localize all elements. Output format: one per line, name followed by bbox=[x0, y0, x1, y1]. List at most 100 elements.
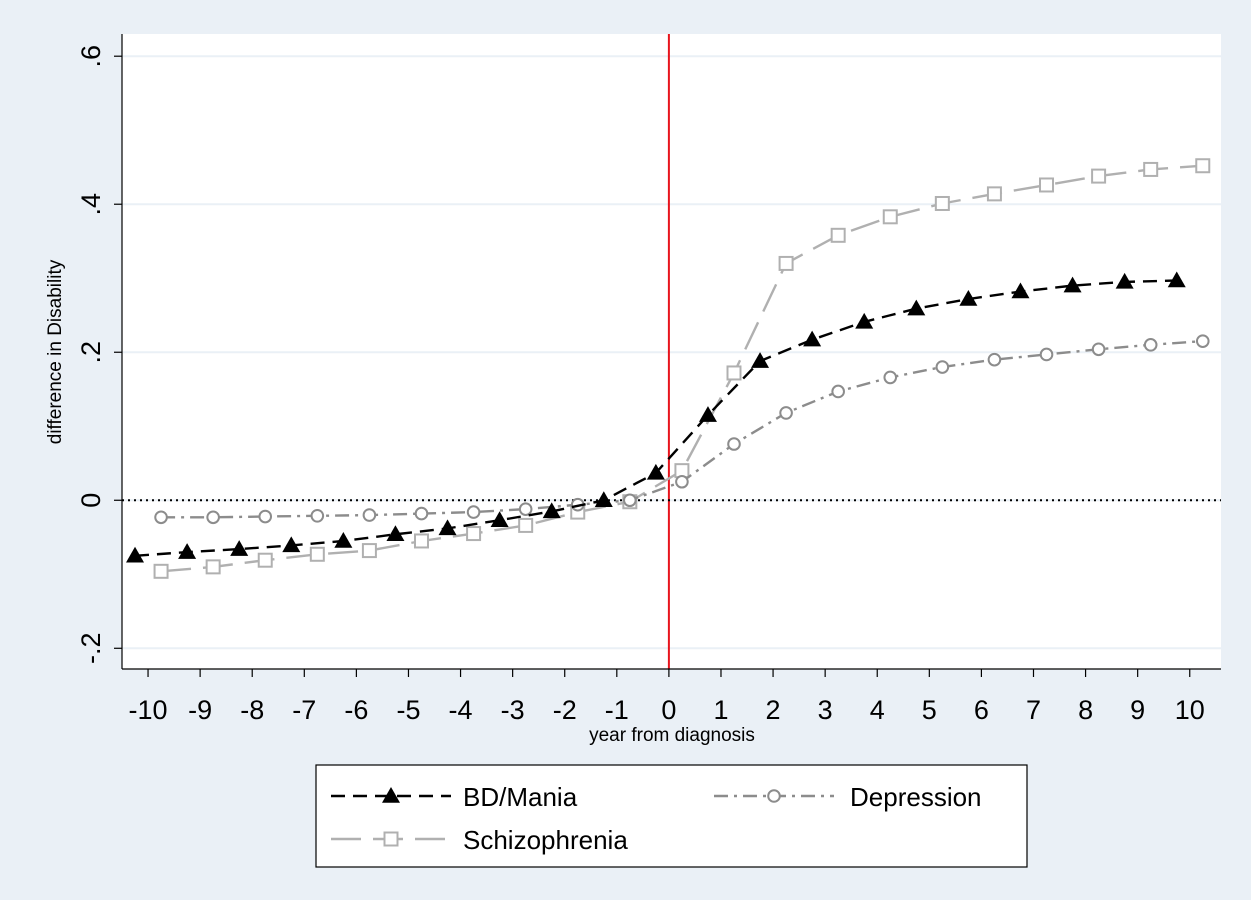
data-point bbox=[282, 536, 301, 553]
x-tick-label: -6 bbox=[344, 695, 368, 725]
data-point bbox=[466, 505, 481, 519]
data-point bbox=[855, 312, 874, 329]
data-point bbox=[490, 511, 509, 527]
grid-lines bbox=[122, 55, 1221, 650]
data-point bbox=[646, 463, 665, 480]
legend-box bbox=[315, 764, 1028, 868]
data-point bbox=[1195, 334, 1210, 348]
series-group bbox=[126, 158, 1211, 579]
y-tick-label: .6 bbox=[76, 45, 106, 68]
data-point bbox=[126, 546, 145, 563]
data-point bbox=[1063, 276, 1082, 293]
x-tick-label: 7 bbox=[1026, 695, 1041, 725]
data-point bbox=[362, 508, 377, 522]
series-line bbox=[160, 164, 1203, 573]
x-axis-ticks: -10 -9 -8 -7 -6 -5 -4 -3 -2 -1 0 1 2 3 4 5 6 7 8 9 10 bbox=[129, 669, 1205, 725]
data-point bbox=[698, 406, 717, 422]
data-point bbox=[438, 519, 457, 536]
x-tick-label: 6 bbox=[974, 695, 989, 725]
y-tick-label: -.2 bbox=[76, 633, 106, 665]
data-point bbox=[830, 227, 846, 243]
data-point bbox=[257, 552, 273, 568]
data-point bbox=[1143, 161, 1159, 177]
data-point bbox=[154, 510, 168, 525]
data-point bbox=[230, 540, 249, 556]
data-point bbox=[907, 299, 926, 316]
data-point bbox=[153, 563, 169, 579]
data-point bbox=[1091, 342, 1106, 357]
data-point bbox=[882, 209, 898, 225]
legend-key-marker bbox=[767, 789, 781, 803]
data-point bbox=[1195, 158, 1211, 174]
x-tick-label: 4 bbox=[870, 695, 885, 725]
data-point bbox=[986, 186, 1002, 202]
data-point bbox=[309, 546, 325, 562]
x-tick-label: -10 bbox=[129, 695, 168, 725]
y-axis-title: difference in Disability bbox=[45, 259, 66, 444]
x-tick-label: -3 bbox=[501, 695, 525, 725]
data-point bbox=[542, 502, 561, 519]
data-point bbox=[334, 531, 353, 548]
data-point bbox=[1039, 347, 1054, 362]
legend-keys bbox=[331, 787, 834, 847]
data-point bbox=[414, 506, 429, 521]
data-point bbox=[205, 559, 221, 575]
data-point bbox=[361, 543, 377, 559]
data-point bbox=[779, 406, 793, 420]
y-axis-ticks: -.2 0 .2 .4 .6 bbox=[76, 45, 122, 664]
x-tick-label: -4 bbox=[449, 695, 473, 725]
series-bd-mania bbox=[126, 271, 1186, 563]
data-point bbox=[466, 526, 482, 542]
data-point bbox=[934, 195, 950, 211]
data-point bbox=[1091, 168, 1107, 184]
data-point bbox=[726, 365, 742, 381]
x-tick-label: 8 bbox=[1078, 695, 1093, 725]
x-tick-label: -1 bbox=[605, 695, 629, 725]
legend-key-marker bbox=[383, 831, 399, 847]
data-point bbox=[1167, 271, 1186, 288]
data-point bbox=[258, 509, 273, 524]
x-tick-label: -9 bbox=[188, 695, 212, 725]
reference-lines bbox=[122, 34, 1221, 669]
data-point bbox=[883, 370, 898, 385]
data-point bbox=[935, 360, 950, 374]
x-tick-label: 1 bbox=[713, 695, 728, 725]
x-tick-label: 2 bbox=[766, 695, 781, 725]
data-point bbox=[959, 289, 978, 306]
data-point bbox=[413, 533, 429, 549]
x-tick-label: 9 bbox=[1130, 695, 1145, 725]
x-tick-label: -8 bbox=[240, 695, 264, 725]
x-tick-label: -5 bbox=[396, 695, 420, 725]
data-point bbox=[518, 502, 533, 516]
data-point bbox=[727, 437, 741, 451]
legend: BD/Mania Depression Schizophrenia bbox=[315, 764, 1028, 868]
data-point bbox=[751, 352, 770, 368]
data-point bbox=[1115, 272, 1134, 289]
x-tick-label: 0 bbox=[661, 695, 676, 725]
data-point bbox=[594, 491, 613, 508]
data-point bbox=[1011, 282, 1030, 299]
data-point bbox=[987, 352, 1002, 367]
data-point bbox=[206, 510, 220, 525]
y-tick-label: .4 bbox=[76, 193, 106, 216]
data-point bbox=[803, 330, 822, 347]
data-point bbox=[675, 474, 689, 489]
data-point bbox=[310, 509, 325, 523]
legend-label-depression: Depression bbox=[850, 782, 982, 812]
data-point bbox=[778, 255, 794, 271]
data-point bbox=[178, 543, 197, 559]
y-tick-label: .2 bbox=[76, 341, 106, 364]
legend-label-bd-mania: BD/Mania bbox=[463, 782, 578, 812]
x-tick-label: 10 bbox=[1175, 695, 1205, 725]
data-point bbox=[1039, 177, 1055, 193]
x-tick-label: 5 bbox=[922, 695, 937, 725]
x-tick-label: 3 bbox=[818, 695, 833, 725]
data-point bbox=[1143, 338, 1158, 352]
series-depression bbox=[154, 334, 1210, 525]
x-tick-label: -2 bbox=[553, 695, 577, 725]
data-point bbox=[623, 493, 637, 508]
x-tick-label: -7 bbox=[292, 695, 316, 725]
data-point bbox=[518, 517, 534, 533]
data-point bbox=[831, 384, 845, 399]
